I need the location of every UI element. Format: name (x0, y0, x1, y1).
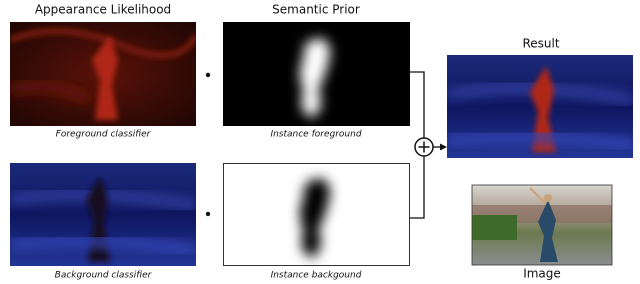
foreground-classifier-image (10, 22, 196, 126)
caption: Instance backgound (271, 271, 362, 281)
background-classifier-image (10, 163, 196, 266)
column-header: Semantic Prior (272, 3, 360, 17)
caption: Foreground classifier (56, 130, 152, 140)
result-image (447, 55, 633, 158)
multiply-dot (206, 73, 210, 77)
multiply-dot (206, 212, 210, 216)
caption: Image (523, 267, 561, 281)
result-header: Result (522, 37, 559, 51)
input-photo (472, 185, 612, 265)
arrow-head (440, 144, 447, 151)
instance-foreground-image (223, 22, 410, 126)
column-header: Appearance Likelihood (35, 3, 171, 17)
figure: Appearance Likelihood Semantic Prior Res… (0, 0, 640, 284)
caption: Instance foreground (270, 130, 361, 140)
instance-background-image (223, 163, 410, 266)
caption: Background classifier (55, 271, 153, 281)
